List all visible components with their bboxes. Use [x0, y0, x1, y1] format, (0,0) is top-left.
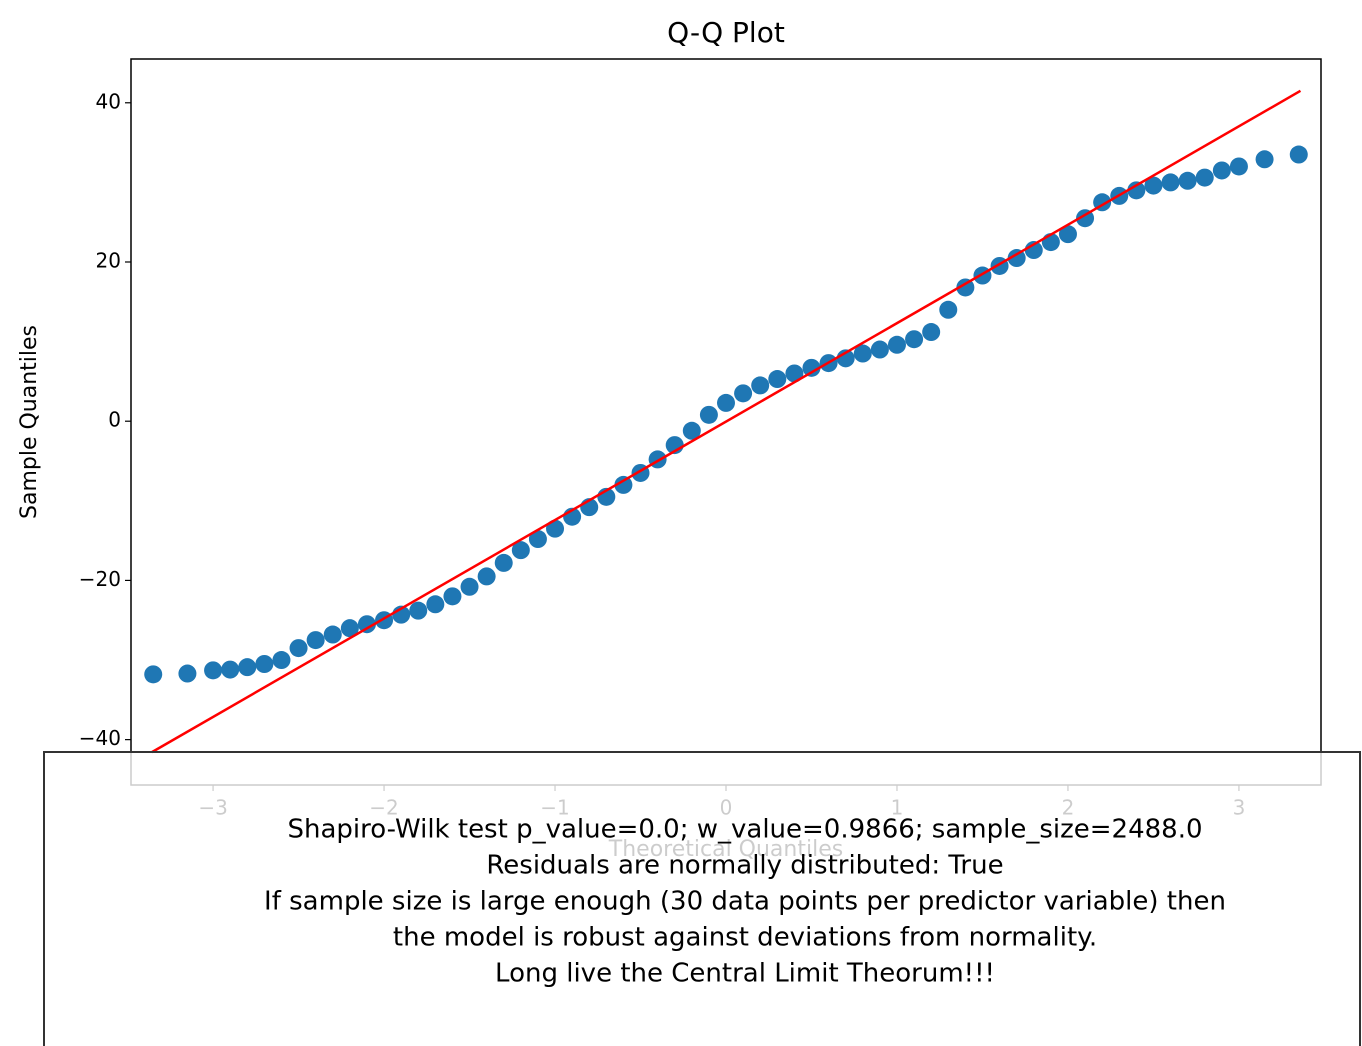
y-tick-label: −20 — [79, 567, 121, 591]
data-point — [426, 595, 445, 614]
data-point — [870, 340, 889, 359]
data-point — [905, 330, 924, 349]
data-point — [768, 370, 787, 389]
y-axis-label: Sample Quantiles — [17, 325, 42, 519]
data-point — [178, 664, 197, 683]
data-point — [785, 364, 804, 383]
data-point — [682, 421, 701, 440]
data-point — [528, 530, 547, 549]
data-point — [460, 577, 479, 596]
data-point — [357, 615, 376, 634]
data-point — [1289, 145, 1308, 164]
data-point — [1127, 181, 1146, 200]
data-point — [1058, 225, 1077, 244]
data-point — [802, 358, 821, 377]
data-point — [204, 661, 223, 680]
annotation-line: the model is robust against deviations f… — [393, 923, 1097, 953]
data-point — [717, 393, 735, 412]
data-point — [614, 475, 633, 494]
data-point — [546, 519, 565, 538]
data-point — [836, 349, 855, 368]
y-tick-label: 40 — [96, 89, 121, 113]
data-point — [477, 567, 496, 586]
data-point — [1255, 150, 1274, 169]
data-point — [323, 625, 342, 644]
annotation-line: Residuals are normally distributed: True — [486, 851, 1003, 881]
data-point — [751, 376, 770, 395]
data-point — [306, 631, 325, 650]
data-point — [734, 384, 753, 403]
data-point — [409, 601, 428, 620]
data-point — [939, 300, 958, 319]
data-point — [956, 278, 975, 297]
data-point — [1212, 161, 1231, 180]
data-point — [443, 587, 462, 606]
data-point — [144, 665, 163, 684]
data-point — [255, 655, 274, 673]
y-tick-label: 20 — [96, 248, 121, 272]
chart-title: Q-Q Plot — [667, 16, 785, 49]
data-point — [1195, 168, 1214, 187]
data-point — [1178, 171, 1197, 190]
annotation-line: Shapiro-Wilk test p_value=0.0; w_value=0… — [287, 815, 1202, 845]
y-tick-label: −40 — [79, 726, 121, 750]
data-point — [853, 344, 872, 363]
annotation-line: Long live the Central Limit Theorum!!! — [495, 959, 995, 989]
data-point — [238, 658, 257, 677]
data-point — [1024, 241, 1043, 260]
data-point — [887, 335, 906, 354]
data-point — [922, 323, 941, 342]
annotation-line: If sample size is large enough (30 data … — [264, 887, 1226, 917]
data-point — [1007, 249, 1026, 268]
data-point — [221, 660, 240, 679]
y-tick-label: 0 — [108, 408, 121, 432]
data-point — [1229, 157, 1248, 176]
data-point — [289, 639, 308, 658]
data-point — [494, 553, 513, 572]
data-point — [511, 541, 530, 560]
data-point — [1161, 173, 1180, 192]
reference-line — [150, 89, 1302, 754]
data-point — [272, 651, 291, 670]
data-point — [1144, 176, 1163, 195]
data-point — [699, 405, 718, 424]
data-point — [340, 619, 359, 638]
annotation-box — [43, 751, 1361, 1046]
